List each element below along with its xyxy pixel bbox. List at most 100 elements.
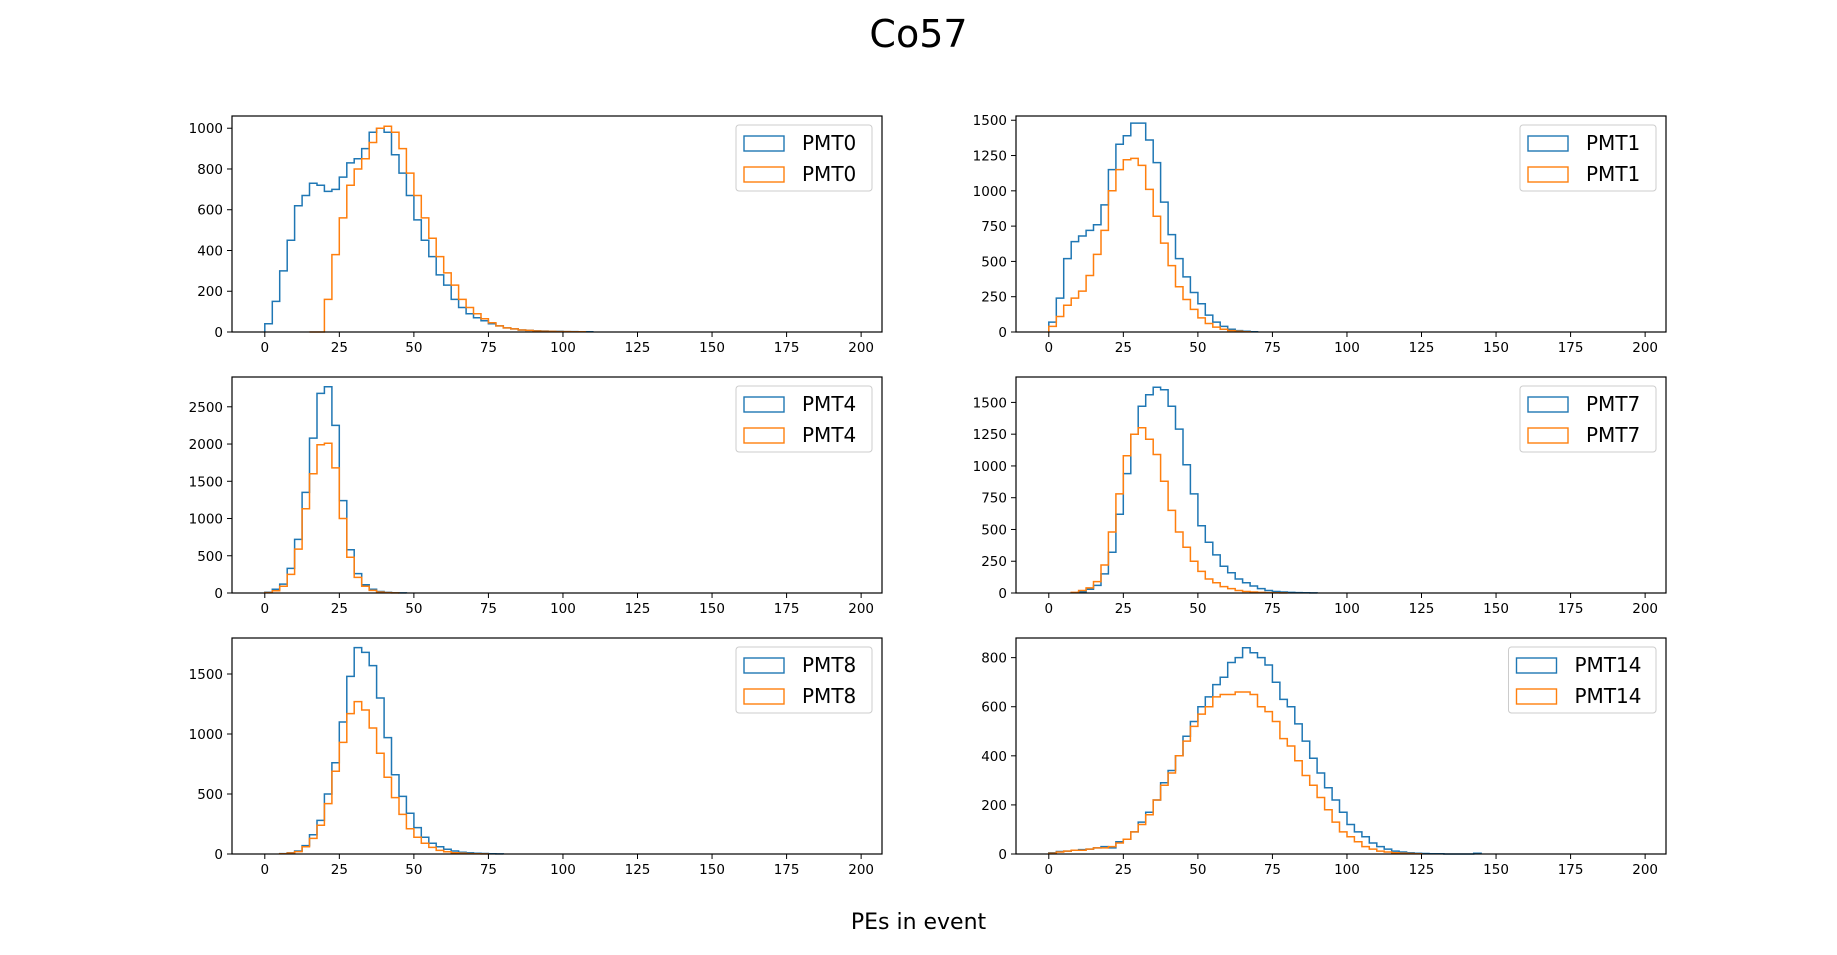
- legend-label: PMT14: [1575, 684, 1642, 708]
- legend-label: PMT7: [1586, 423, 1640, 447]
- axes-frame: [1015, 115, 1667, 333]
- y-tick-label: 400: [981, 749, 1007, 765]
- x-tick-label: 25: [331, 340, 348, 356]
- histogram-panel: 0 25 50 75 100 125 150 175 200050010001500200025…: [189, 376, 883, 617]
- x-tick-label: 75: [1264, 862, 1281, 878]
- x-tick-label: 125: [1409, 862, 1435, 878]
- y-tick-label: 1000: [973, 184, 1007, 200]
- x-tick-label: 175: [774, 601, 800, 617]
- x-tick-label: 175: [774, 340, 800, 356]
- x-tick-label: 175: [774, 862, 800, 878]
- y-tick-label: 250: [981, 290, 1007, 306]
- x-tick-label: 125: [1409, 601, 1435, 617]
- axes-frame: [1015, 376, 1667, 594]
- y-tick-label: 750: [981, 491, 1007, 507]
- x-tick-label: 25: [1115, 862, 1132, 878]
- x-tick-label: 200: [848, 340, 874, 356]
- histogram-series-line: [278, 646, 505, 855]
- axes-frame: [1015, 637, 1667, 855]
- x-tick-label: 0: [1045, 601, 1054, 617]
- legend-swatch: [743, 688, 785, 705]
- histogram-series-line: [1048, 691, 1423, 855]
- y-tick-label: 1250: [973, 427, 1007, 443]
- legend-swatch: [1527, 427, 1569, 444]
- x-tick-label: 125: [625, 340, 651, 356]
- legend-label: PMT4: [802, 423, 856, 447]
- histogram-series-line: [1048, 122, 1259, 333]
- x-tick-label: 75: [1264, 340, 1281, 356]
- x-tick-label: 100: [550, 601, 576, 617]
- x-tick-label: 0: [261, 862, 270, 878]
- legend-box: [735, 124, 873, 192]
- legend-swatch: [743, 166, 785, 183]
- y-tick-label: 750: [981, 219, 1007, 235]
- legend-box: [1519, 385, 1657, 453]
- legend-label: PMT8: [802, 684, 856, 708]
- x-tick-label: 200: [1632, 601, 1658, 617]
- x-tick-label: 100: [550, 862, 576, 878]
- axes-frame: [231, 637, 883, 855]
- x-tick-label: 50: [1189, 340, 1206, 356]
- y-tick-label: 250: [981, 554, 1007, 570]
- legend-box: [735, 385, 873, 453]
- histogram-series-line: [1048, 647, 1482, 855]
- legend-label: PMT0: [802, 162, 856, 186]
- y-tick-label: 1000: [189, 727, 223, 743]
- y-tick-label: 0: [998, 586, 1007, 602]
- legend-label: PMT4: [802, 392, 856, 416]
- x-tick-label: 75: [1264, 601, 1281, 617]
- y-tick-label: 200: [981, 798, 1007, 814]
- y-tick-label: 500: [981, 254, 1007, 270]
- histogram-panel: 0 25 50 75 100 125 150 175 200 0 250 500 750 1000 1250…: [973, 376, 1667, 617]
- legend-label: PMT1: [1586, 162, 1640, 186]
- y-tick-label: 200: [197, 284, 223, 300]
- y-tick-label: 1500: [973, 113, 1007, 129]
- histogram-panel: 0 25 50 75 100 125 150 175 200 0 500 1000 1500 PMT8 PM…: [189, 637, 883, 878]
- x-tick-label: 50: [405, 340, 422, 356]
- histogram-series-line: [1070, 427, 1289, 594]
- y-tick-label: 1000: [189, 512, 223, 528]
- y-tick-label: 500: [197, 787, 223, 803]
- legend-swatch: [743, 396, 785, 413]
- legend-swatch: [1515, 657, 1558, 674]
- legend-swatch: [743, 135, 785, 152]
- x-tick-label: 25: [331, 862, 348, 878]
- y-tick-label: 600: [981, 700, 1007, 716]
- x-tick-label: 175: [1558, 340, 1584, 356]
- legend-label: PMT1: [1586, 131, 1640, 155]
- x-tick-label: 75: [480, 340, 497, 356]
- x-tick-label: 100: [550, 340, 576, 356]
- x-tick-label: 200: [848, 601, 874, 617]
- x-tick-label: 75: [480, 601, 497, 617]
- x-tick-label: 200: [848, 862, 874, 878]
- x-tick-label: 100: [1334, 862, 1360, 878]
- y-tick-label: 0: [214, 325, 223, 341]
- x-tick-label: 200: [1632, 862, 1658, 878]
- x-tick-label: 125: [1409, 340, 1435, 356]
- y-tick-label: 1250: [973, 149, 1007, 165]
- histogram-series-line: [1048, 157, 1251, 333]
- x-tick-label: 50: [1189, 862, 1206, 878]
- x-tick-label: 200: [1632, 340, 1658, 356]
- x-tick-label: 100: [1334, 601, 1360, 617]
- histogram-series-line: [309, 125, 587, 333]
- x-tick-label: 0: [1045, 862, 1054, 878]
- legend-label: PMT0: [802, 131, 856, 155]
- x-tick-label: 175: [1558, 862, 1584, 878]
- x-tick-label: 100: [1334, 340, 1360, 356]
- x-tick-label: 0: [261, 601, 270, 617]
- legend-swatch: [1515, 688, 1558, 705]
- legend-label: PMT7: [1586, 392, 1640, 416]
- legend-swatch: [743, 657, 785, 674]
- x-tick-label: 25: [331, 601, 348, 617]
- axes-frame: [231, 115, 883, 333]
- y-tick-label: 1500: [189, 667, 223, 683]
- legend-swatch: [1527, 166, 1569, 183]
- y-tick-label: 1000: [973, 459, 1007, 475]
- x-tick-label: 50: [1189, 601, 1206, 617]
- histogram-panel: 0 25 50 75 100 125 150 175 200 0 200 400 600 800 1000 P…: [189, 115, 883, 356]
- x-tick-label: 0: [1045, 340, 1054, 356]
- x-tick-label: 50: [405, 601, 422, 617]
- x-tick-label: 75: [480, 862, 497, 878]
